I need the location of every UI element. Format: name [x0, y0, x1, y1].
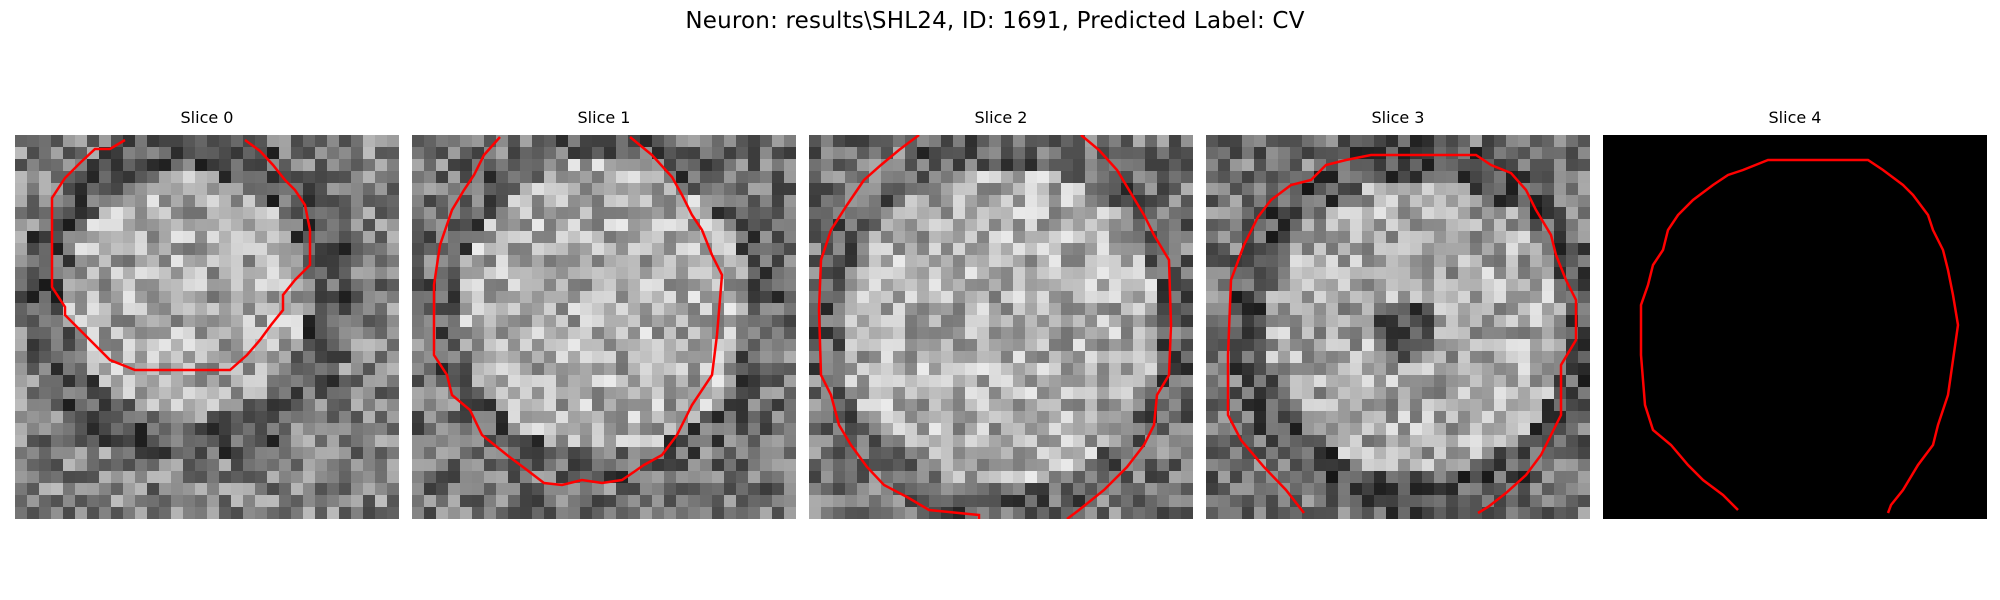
- slice-title-1: Slice 1: [577, 108, 631, 127]
- slice-title-2: Slice 2: [974, 108, 1028, 127]
- slice-title-3: Slice 3: [1371, 108, 1425, 127]
- slice-image-4: [1603, 135, 1987, 519]
- slice-image-1: [412, 135, 796, 519]
- figure-title: Neuron: results\SHL24, ID: 1691, Predict…: [685, 8, 1305, 34]
- contour-4: [1639, 158, 1960, 514]
- slice-image-0: [15, 135, 399, 519]
- contour-1: [432, 136, 724, 487]
- slice-panel-3: Slice 3: [1206, 108, 1590, 519]
- contour-2b: [1066, 135, 1173, 519]
- contour-2: [817, 135, 981, 519]
- slice-panel-0: Slice 0: [15, 108, 399, 519]
- slice-image-3: [1206, 135, 1590, 519]
- slice-title-0: Slice 0: [180, 108, 234, 127]
- contour-0: [50, 138, 312, 372]
- slice-panel-2: Slice 2: [809, 108, 1193, 519]
- slice-panel-4: Slice 4: [1603, 108, 1987, 519]
- contour-3: [1226, 153, 1578, 515]
- slice-title-4: Slice 4: [1768, 108, 1822, 127]
- slice-image-2: [809, 135, 1193, 519]
- slice-panel-1: Slice 1: [412, 108, 796, 519]
